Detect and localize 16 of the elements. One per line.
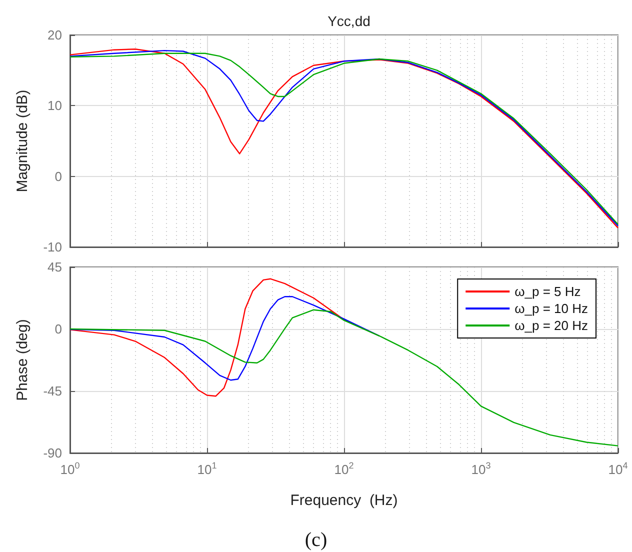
y-tick-label: -45 bbox=[43, 384, 62, 398]
y-tick-label: -10 bbox=[43, 240, 62, 254]
y-tick-label: 0 bbox=[54, 322, 62, 336]
y-axis-title: Phase (deg) bbox=[14, 319, 31, 401]
y-tick-label: 10 bbox=[48, 98, 62, 114]
y-tick-label: 20 bbox=[48, 28, 62, 42]
legend-label: ω_p = 20 Hz bbox=[514, 318, 588, 333]
y-tick-label: -90 bbox=[43, 446, 62, 460]
x-axis-title: Frequency (Hz) bbox=[290, 492, 398, 509]
legend-label: ω_p = 5 Hz bbox=[514, 284, 581, 299]
y-tick-label: 45 bbox=[48, 260, 62, 274]
y-tick-label: 0 bbox=[54, 168, 62, 184]
chart-title: Ycc,dd bbox=[328, 13, 370, 29]
y-axis-title: Magnitude (dB) bbox=[14, 90, 31, 192]
text: (c) bbox=[304, 529, 328, 551]
legend-label: ω_p = 10 Hz bbox=[514, 301, 588, 316]
